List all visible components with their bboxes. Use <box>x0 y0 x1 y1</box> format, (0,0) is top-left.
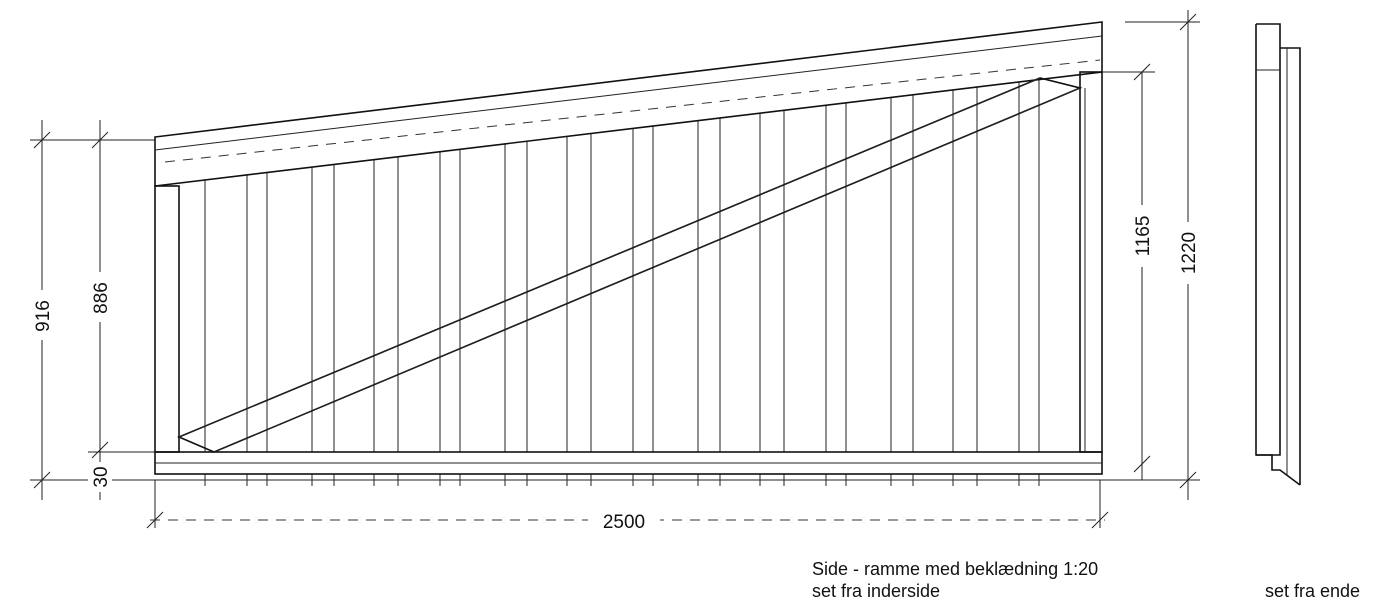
diagonal-brace <box>176 77 1083 453</box>
dim-label-30: 30 <box>91 466 112 487</box>
dimension-1165: 1165 <box>1102 63 1155 480</box>
dim-label-1220: 1220 <box>1179 232 1200 274</box>
caption-main-subtitle: set fra inderside <box>812 581 941 601</box>
dimension-886: 886 <box>88 120 155 500</box>
dimension-916: 916 <box>30 120 155 500</box>
dim-label-886: 886 <box>91 282 112 314</box>
left-post <box>154 185 180 453</box>
bottom-sill <box>154 451 1103 475</box>
dimension-1220: 1220 <box>1105 10 1200 500</box>
dim-label-916: 916 <box>33 300 54 332</box>
cladding-boards <box>204 79 1040 486</box>
caption-end-view: set fra ende <box>1265 581 1361 601</box>
right-post <box>1079 71 1103 453</box>
dim-label-1165: 1165 <box>1133 216 1154 257</box>
end-view-drawing <box>1255 23 1301 486</box>
caption-main-title: Side - ramme med beklædning 1:20 <box>812 559 1099 579</box>
top-beam <box>154 21 1103 187</box>
dimension-2500: 2500 <box>146 480 1109 534</box>
dim-label-2500: 2500 <box>603 512 645 533</box>
dimension-30: 30 <box>88 462 112 492</box>
